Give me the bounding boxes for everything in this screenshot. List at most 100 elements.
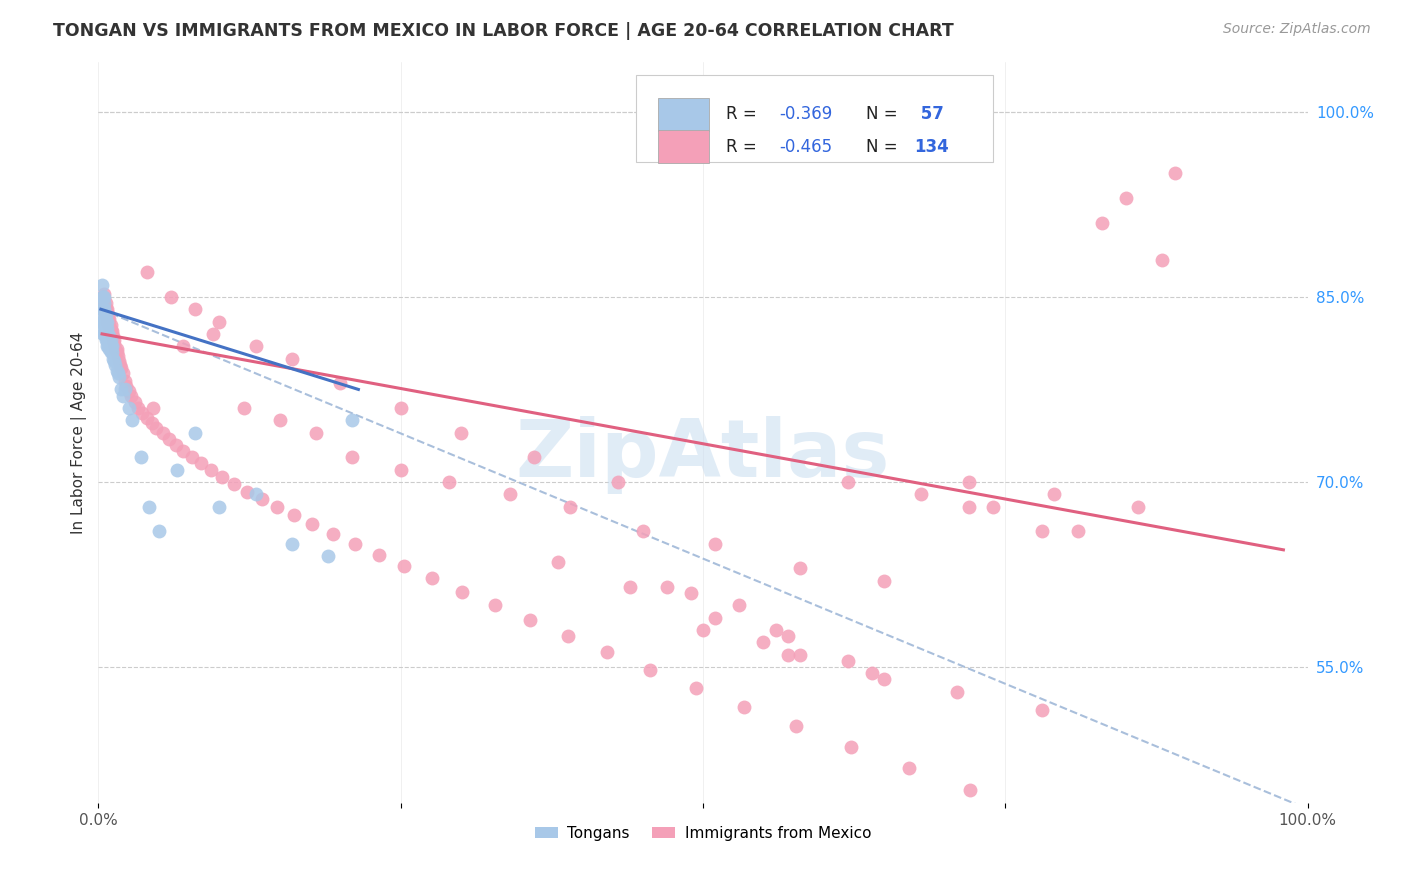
Point [301,516,323,531]
Text: Source: ZipAtlas.com: Source: ZipAtlas.com [1223,22,1371,37]
Point [105,345,128,359]
Point [98,312,121,326]
Point [873,574,896,588]
Point [342,413,364,427]
Point [131,406,153,420]
Point [91,302,114,317]
Point [110,383,132,397]
Point [94,326,117,341]
Point [329,376,352,391]
Point [789,648,811,662]
Point [98,317,121,331]
Point [120,389,142,403]
Point [100,323,122,337]
Point [1163,167,1185,181]
Point [96,315,118,329]
Point [118,401,141,415]
FancyBboxPatch shape [637,75,993,162]
Point [619,580,641,594]
Point [93,326,115,341]
Point [451,584,474,599]
Point [101,333,124,347]
Point [420,571,443,585]
Point [124,394,146,409]
Point [765,623,787,637]
Point [283,508,305,523]
Point [100,326,122,341]
Point [94,320,117,334]
Point [190,457,212,471]
Text: TONGAN VS IMMIGRANTS FROM MEXICO IN LABOR FORCE | AGE 20-64 CORRELATION CHART: TONGAN VS IMMIGRANTS FROM MEXICO IN LABO… [53,22,955,40]
Point [105,364,128,378]
Point [558,500,581,514]
Point [1031,703,1053,717]
Point [91,290,114,304]
Point [93,290,115,304]
Point [96,320,118,334]
Point [93,293,115,307]
Point [1128,500,1150,514]
Point [873,673,896,687]
Point [91,296,114,310]
Legend: Tongans, Immigrants from Mexico: Tongans, Immigrants from Mexico [529,820,877,847]
Point [1152,252,1174,267]
Point [165,438,187,452]
Point [631,524,654,539]
Point [685,681,707,695]
Point [166,463,188,477]
Point [96,333,118,347]
Point [148,524,170,539]
Point [98,342,121,356]
Point [1067,524,1090,539]
Point [98,320,121,334]
Point [93,296,115,310]
Point [484,599,506,613]
Point [389,463,412,477]
Point [141,416,163,430]
Point [704,537,727,551]
Point [107,367,129,381]
Point [91,302,114,317]
Point [97,312,120,326]
Point [1042,487,1064,501]
Point [91,290,114,304]
Point [269,413,291,427]
Point [959,783,981,797]
Point [90,315,112,329]
Point [211,470,233,484]
Point [208,315,231,329]
Point [704,611,727,625]
Point [96,315,118,329]
Point [94,309,117,323]
Point [394,558,416,573]
Point [93,302,115,317]
Text: R =: R = [725,105,762,123]
Point [789,561,811,575]
Point [638,663,661,677]
Point [232,401,254,415]
Point [93,296,115,310]
Point [450,425,472,440]
Point [103,333,125,347]
Point [91,277,114,292]
Point [184,425,207,440]
Text: R =: R = [725,137,762,156]
Point [172,444,194,458]
Point [202,326,225,341]
Point [108,370,131,384]
Point [250,492,273,507]
Point [108,354,131,368]
Point [557,629,579,643]
Point [184,302,207,317]
Point [860,666,883,681]
Point [776,629,799,643]
Point [222,477,245,491]
Point [100,318,122,333]
Point [266,500,288,514]
Point [94,302,117,317]
Point [104,342,127,356]
Point [897,761,920,775]
Point [100,339,122,353]
Point [245,339,267,353]
Point [437,475,460,489]
